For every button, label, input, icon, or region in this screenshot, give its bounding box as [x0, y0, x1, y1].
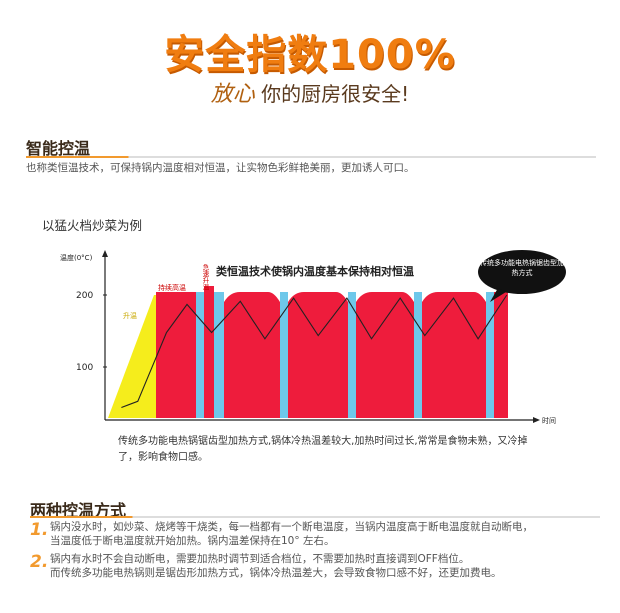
- red-block-7: [494, 292, 508, 418]
- example-label: 以猛火档炒菜为例: [42, 218, 143, 233]
- item-line: 而传统多功能电热锅则是锯齿形加热方式，锅体冷热温差大，会导致食物口感不好，还更加…: [50, 567, 502, 579]
- section2-divider: [30, 516, 600, 518]
- sawtooth-line: [121, 294, 508, 409]
- chart-headline: 类恒温技术使锅内温度基本保持相对恒温: [216, 264, 414, 278]
- callout-bubble: [478, 250, 566, 294]
- section-divider: [26, 156, 596, 158]
- red-block-6: [422, 292, 486, 418]
- temperature-chart: 温度(0°C) 时间 200 100 升温 持续高温 急速升温 类恒温技术使锅内…: [60, 250, 566, 425]
- cyan-gap-6: [486, 292, 494, 418]
- subtitle-script: 放心: [210, 82, 255, 107]
- headline-subtitle: 放心 你的厨房很安全!: [0, 76, 620, 108]
- callout-text-wrap: 传统多功能电热锅锯齿型加热方式: [480, 259, 564, 277]
- callout-text: 传统多功能电热锅锯齿型加热方式: [480, 259, 564, 277]
- y-tick-100: 100: [76, 363, 93, 373]
- red-block-3: [224, 292, 280, 418]
- cyan-gap-2: [214, 292, 224, 418]
- red-block-1: [156, 292, 196, 418]
- item-line: 当温度低于断电温度就开始加热。锅内温差保持在10° 左右。: [50, 535, 335, 547]
- phase-label-hold: 持续高温: [158, 283, 186, 292]
- item-line: 锅内有水时不会自动断电，需要加热时调节到适合档位，不需要加热时直接调到OFF档位…: [50, 553, 470, 565]
- headline-title: 安全指数100%: [164, 32, 456, 78]
- cyan-gap-3: [280, 292, 288, 418]
- phase-label-rapid: 急速升温: [201, 263, 209, 292]
- subtitle-text: 你的厨房很安全!: [261, 82, 410, 106]
- section-description: 也称类恒温技术，可保持锅内温度相对恒温，让实物色彩鲜艳美丽，更加诱人可口。: [26, 162, 415, 174]
- y-axis-label: 温度(0°C): [60, 253, 93, 262]
- phase-label-ramp: 升温: [123, 311, 137, 320]
- red-block-2: [204, 286, 214, 418]
- item-line: 锅内没水时，如炒菜、烧烤等干烧类，每一档都有一个断电温度，当锅内温度高于断电温度…: [50, 521, 533, 533]
- item-number: 1.: [30, 520, 49, 540]
- cyan-gap-5: [414, 292, 422, 418]
- item-number: 2.: [30, 552, 49, 572]
- cyan-gap-1: [196, 292, 204, 418]
- section-title-smart-temp: 智能控温: [26, 139, 91, 158]
- x-axis-arrow: [533, 417, 540, 423]
- y-tick-200: 200: [76, 291, 93, 301]
- x-axis-label: 时间: [542, 416, 556, 425]
- cyan-gap-4: [348, 292, 356, 418]
- chart-caption: 传统多功能电热锅锯齿型加热方式,锅体冷热温差较大,加热时间过长,常常是食物未熟，…: [118, 436, 528, 463]
- callout-tail: [490, 288, 506, 302]
- red-block-5: [356, 292, 414, 418]
- red-block-4: [288, 292, 348, 418]
- section-title-two-modes: 两种控温方式: [30, 501, 127, 520]
- y-axis-arrow: [102, 250, 108, 257]
